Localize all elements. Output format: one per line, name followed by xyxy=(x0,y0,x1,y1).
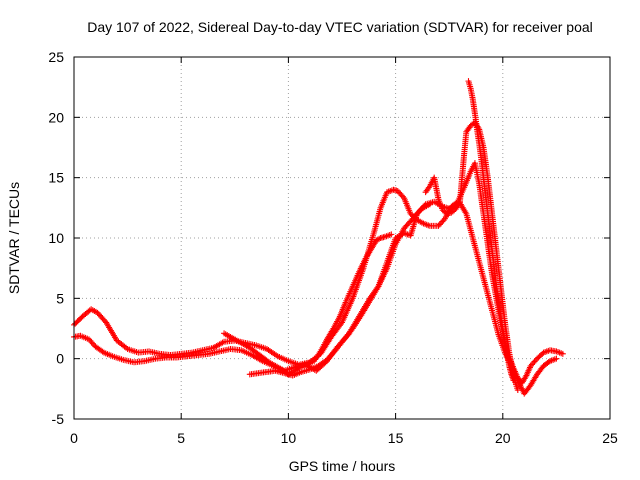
data-point xyxy=(87,337,94,344)
y-tick-label: 5 xyxy=(56,290,64,306)
series-track-f xyxy=(465,78,517,384)
x-tick-label: 10 xyxy=(281,430,297,446)
data-point xyxy=(397,190,404,197)
y-axis-label: SDTVAR / TECUs xyxy=(6,182,22,294)
data-point xyxy=(528,361,535,368)
data-point xyxy=(396,189,403,196)
chart-title: Day 107 of 2022, Sidereal Day-to-day VTE… xyxy=(87,19,593,35)
x-tick-label: 0 xyxy=(70,430,78,446)
y-tick-label: -5 xyxy=(52,411,65,427)
x-tick-label: 15 xyxy=(388,430,404,446)
x-axis-label: GPS time / hours xyxy=(289,458,396,474)
x-tick-label: 20 xyxy=(495,430,511,446)
data-point xyxy=(439,218,446,225)
data-point xyxy=(510,377,517,384)
data-point xyxy=(527,362,534,369)
x-tick-label: 25 xyxy=(602,430,618,446)
data-point xyxy=(456,200,463,207)
data-point xyxy=(399,193,406,200)
x-tick-label: 5 xyxy=(177,430,185,446)
data-point xyxy=(532,357,539,364)
series-track-d xyxy=(246,201,433,379)
data-point xyxy=(99,348,106,355)
data-point xyxy=(522,374,529,381)
data-point xyxy=(438,220,445,227)
data-point xyxy=(530,360,537,367)
data-point xyxy=(426,201,433,208)
axis-ticks: 0 5 10 15 20 25 -5 0 5 10 15 20 25 xyxy=(48,49,618,446)
data-point xyxy=(388,231,395,238)
data-point xyxy=(440,217,447,224)
data-point xyxy=(376,235,383,242)
y-tick-label: 10 xyxy=(48,230,64,246)
plot-frame xyxy=(73,56,611,420)
data-point xyxy=(436,221,443,228)
data-marks xyxy=(71,78,566,397)
data-point xyxy=(394,187,401,194)
data-point xyxy=(337,320,344,327)
data-point xyxy=(531,358,538,365)
data-point xyxy=(88,339,95,346)
data-point xyxy=(553,355,560,362)
data-point xyxy=(398,192,405,199)
y-tick-label: 20 xyxy=(48,109,64,125)
y-tick-label: 25 xyxy=(48,49,64,65)
y-tick-label: 0 xyxy=(56,351,64,367)
y-tick-label: 15 xyxy=(48,170,64,186)
data-point xyxy=(559,350,566,357)
data-point xyxy=(435,222,442,229)
data-point xyxy=(101,318,108,325)
data-point xyxy=(514,387,521,394)
series-track-c xyxy=(221,231,395,378)
data-point xyxy=(86,336,93,343)
data-point xyxy=(89,340,96,347)
